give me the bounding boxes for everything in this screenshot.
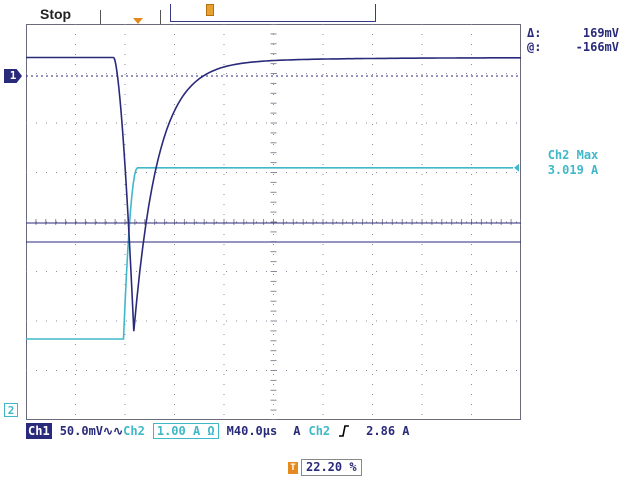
graticule-grid	[26, 24, 521, 420]
cursor-delta-row: Δ: 169mV	[527, 26, 619, 40]
record-view-indicator	[170, 4, 376, 22]
record-position-marker[interactable]	[206, 4, 214, 16]
run-state-label: Stop	[40, 6, 72, 22]
status-bar-divider	[100, 10, 101, 24]
status-bar-divider	[160, 10, 161, 24]
timebase-value[interactable]: 40.0µs	[233, 424, 278, 438]
timebase-label: M	[226, 424, 234, 438]
trigger-mode[interactable]: A	[293, 424, 301, 438]
trigger-position-arrow-icon	[133, 18, 143, 24]
reference-readout-value: 22.20 %	[301, 459, 362, 476]
ch1-coupling-icon: ∿∿	[103, 424, 124, 438]
cursor-delta-value: 169mV	[582, 26, 619, 40]
trigger-level[interactable]: 2.86 A	[366, 424, 410, 438]
ch1-label[interactable]: Ch1	[26, 423, 52, 439]
reference-marker-icon: T	[288, 461, 298, 474]
rising-edge-icon	[339, 425, 350, 437]
waveform-screen	[26, 24, 521, 420]
reference-readout: T 22.20 %	[288, 459, 362, 476]
measurement-value: 3.019 A	[547, 163, 599, 177]
cursor-at-label: @:	[527, 40, 542, 54]
top-status-bar: Stop	[0, 0, 623, 24]
ch2-trigger-level-arrow-icon	[514, 163, 519, 172]
ch2-waveform	[26, 167, 513, 340]
cursor-readout: Δ: 169mV @: -166mV	[527, 26, 619, 54]
ch2-ground-marker[interactable]: 2	[4, 403, 18, 417]
channel-settings-bar: Ch1 50.0mV ∿∿ Ch2 1.00 A Ω M 40.0µs A Ch…	[26, 422, 521, 440]
trigger-source[interactable]: Ch2	[308, 424, 331, 438]
ch1-waveform	[26, 56, 521, 332]
ch1-ground-marker[interactable]: 1	[4, 69, 22, 83]
measurement-readout: Ch2 Max 3.019 A	[527, 148, 619, 178]
cursor-delta-label: Δ:	[527, 26, 542, 40]
measurement-label: Ch2 Max	[547, 148, 599, 162]
ch2-label[interactable]: Ch2	[123, 424, 145, 438]
ch2-scale[interactable]: 1.00 A Ω	[152, 423, 219, 439]
ch1-scale[interactable]: 50.0mV	[59, 424, 104, 438]
cursor-at-row: @: -166mV	[527, 40, 619, 54]
cursor-at-value: -166mV	[575, 40, 619, 54]
